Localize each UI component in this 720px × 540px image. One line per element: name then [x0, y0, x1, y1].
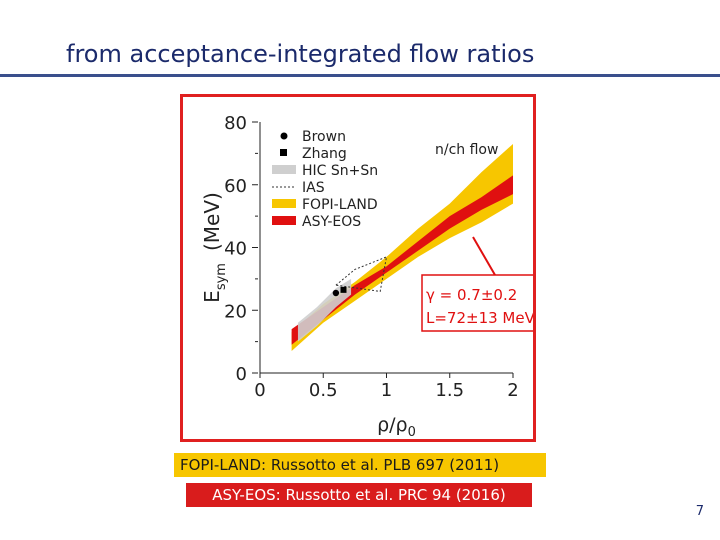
x-axis-label-sub: 0	[408, 425, 416, 439]
point-brown	[332, 289, 340, 297]
gamma-text: γ = 0.7±0.2	[426, 286, 517, 304]
x-tick-label: 2	[507, 380, 518, 401]
legend-label-ias: IAS	[302, 180, 325, 196]
title-divider	[0, 74, 720, 77]
esym-density-chart: 0 20 40 60 80 0 0.5 1 1.5 2 ρ/ρ0 Esym (MeV) BrownZhan…	[200, 113, 533, 439]
legend-marker-zhang	[280, 149, 287, 156]
point-zhang	[340, 286, 347, 293]
x-tick-label: 1	[381, 380, 392, 401]
y-axis-label-main: E	[200, 290, 224, 303]
slope-text: L=72±13 MeV	[426, 309, 533, 327]
y-tick-label: 20	[224, 301, 247, 322]
y-axis-label-sub: sym	[214, 263, 229, 290]
y-tick-label: 0	[236, 364, 247, 385]
y-tick-label: 60	[224, 176, 247, 197]
page-number: 7	[695, 504, 704, 519]
fopi-reference: FOPI-LAND: Russotto et al. PLB 697 (2011…	[174, 453, 546, 477]
legend-label-hic-sn-sn: HIC Sn+Sn	[302, 163, 378, 179]
legend-label-asy-eos: ASY-EOS	[302, 214, 361, 230]
y-tick-label: 40	[224, 239, 247, 260]
y-axis-label-unit: (MeV)	[200, 192, 224, 251]
y-tick-label: 80	[224, 113, 247, 134]
x-tick-label: 1.5	[435, 380, 464, 401]
annotation-nch-flow: n/ch flow	[435, 142, 498, 158]
x-axis-label: ρ/ρ0	[377, 414, 416, 439]
x-tick-label: 0	[254, 380, 265, 401]
legend-label-zhang: Zhang	[302, 146, 347, 162]
x-tick-label: 0.5	[309, 380, 338, 401]
slide-title: from acceptance-integrated flow ratios	[66, 40, 535, 68]
band-asy-eos	[291, 175, 513, 345]
legend-marker-hic-sn-sn	[272, 165, 296, 174]
legend-marker-brown	[280, 132, 288, 140]
figure-frame: 0 20 40 60 80 0 0.5 1 1.5 2 ρ/ρ0 Esym (MeV) Brown Zhan…	[180, 94, 536, 442]
gamma-box	[421, 274, 533, 332]
legend-label-brown: Brown	[302, 129, 346, 145]
ias-box	[334, 256, 388, 292]
gamma-pointer-line	[472, 236, 496, 276]
asy-reference: ASY-EOS: Russotto et al. PRC 94 (2016)	[186, 483, 532, 507]
y-axis-label: Esym (MeV)	[200, 192, 229, 303]
legend-marker-asy-eos	[272, 216, 296, 225]
legend-label-fopi-land: FOPI-LAND	[302, 197, 378, 213]
legend-marker-fopi-land	[272, 199, 296, 208]
